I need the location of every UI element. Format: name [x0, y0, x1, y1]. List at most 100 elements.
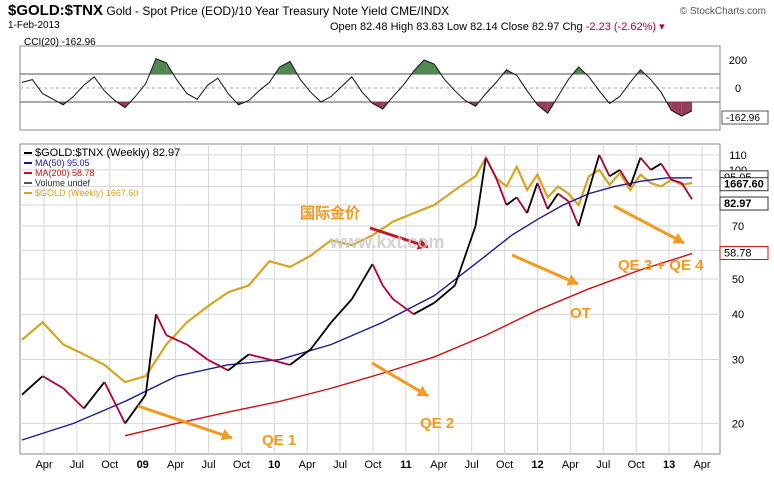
price-tag-2: 82.97 — [724, 198, 752, 210]
price-panel: 1101009080706050403020 AprJulOct09AprJul… — [19, 143, 769, 471]
price-segment-5 — [124, 394, 147, 424]
price-x-tick-11: 11 — [400, 459, 412, 471]
price-x-tick-0: Apr — [35, 459, 52, 471]
price-x-tick-8: Apr — [299, 459, 316, 471]
price-segment-30 — [536, 182, 549, 210]
price-segment-16 — [330, 298, 353, 323]
cci-neg-fill-64 — [681, 102, 692, 116]
price-segment-36 — [598, 154, 611, 177]
cci-grid — [20, 73, 720, 103]
ma200-line — [124, 252, 693, 437]
price-x-tick-20: Apr — [693, 459, 710, 471]
price-tag-1: 1667.60 — [724, 179, 764, 191]
price-x-tick-4: Apr — [167, 459, 184, 471]
price-tag-box-3 — [719, 246, 769, 261]
symbol-description: Gold - Spot Price (EOD)/10 Year Treasury… — [106, 4, 388, 18]
annotation-qe1-arrow-shaft — [137, 404, 233, 440]
price-x-tick-1: Jul — [70, 459, 84, 471]
price-x-tick-10: Oct — [364, 459, 381, 471]
symbol-title: $GOLD:$TNX — [8, 2, 104, 19]
annotation-ot: OT — [570, 305, 591, 322]
cci-legend: CCI(20) -162.96 — [24, 37, 96, 48]
source-credit: © StockCharts.com — [679, 6, 766, 17]
price-segment-34 — [577, 189, 590, 227]
annotation-gold-arrow-shaft — [369, 226, 429, 249]
legend-entry-4: $GOLD (Weekly) 1667.60 — [35, 188, 138, 198]
cci-line — [21, 57, 693, 117]
close-value: 82.97 — [531, 21, 560, 33]
down-triangle-icon: ▾ — [659, 21, 665, 33]
price-segment-27 — [505, 196, 518, 206]
price-segment-6 — [144, 314, 157, 395]
price-segment-14 — [289, 348, 312, 366]
price-x-tick-14: Oct — [496, 459, 513, 471]
legend-entry-1: MA(50) 95.05 — [35, 158, 90, 168]
price-marks — [21, 154, 693, 441]
low-value: 82.14 — [470, 21, 498, 33]
price-x-tick-17: Jul — [596, 459, 610, 471]
price-segment-25 — [485, 157, 497, 179]
price-x-ticks: Apr Jul Oct 09 Apr Jul Oct 10 Apr Jul Oct 11 Apr Jul O… — [35, 459, 710, 471]
price-tag-3: 58.78 — [724, 248, 752, 260]
price-segment-32 — [557, 192, 569, 202]
ohlc-readout: Open 82.48 High 83.83 Low 82.14 Close 82… — [330, 20, 665, 33]
price-y-tick-8: 30 — [732, 355, 744, 367]
price-segment-21 — [413, 302, 435, 315]
price-segment-0 — [21, 375, 44, 396]
chart-date: 1-Feb-2013 — [8, 20, 60, 31]
annotation-qe2-arrow-shaft — [371, 361, 429, 398]
close-label: Close — [500, 21, 529, 33]
price-segment-17 — [351, 263, 374, 300]
annotation-qe2-arrow-head — [416, 385, 428, 397]
price-segment-1 — [42, 375, 64, 390]
price-segment-35 — [588, 154, 601, 191]
annotation-ot-arrow-head — [566, 274, 578, 286]
price-y-tick-9: 20 — [732, 418, 744, 430]
annotation-qe34-arrow-head — [672, 233, 684, 244]
price-segment-19 — [382, 284, 394, 300]
cci-y-tick-0: 200 — [729, 55, 747, 67]
price-tag-box-2 — [719, 196, 769, 211]
price-segment-10 — [207, 358, 229, 372]
annotation-qe1: QE 1 — [262, 432, 296, 449]
price-segment-41 — [650, 162, 662, 171]
price-x-tick-7: 10 — [268, 459, 280, 471]
price-y-tick-6: 50 — [732, 274, 744, 286]
price-segment-43 — [671, 178, 682, 184]
annotation-gold-price: 国际金价 — [300, 204, 361, 222]
cci-current-tag: -162.96 — [721, 110, 769, 125]
legend-entry-2: MA(200) 58.78 — [35, 168, 95, 178]
low-label: Low — [446, 21, 468, 33]
price-segment-24 — [474, 157, 487, 227]
chart-header: $GOLD:$TNX Gold - Spot Price (EOD)/10 Ye… — [8, 2, 449, 19]
annotations: 国际金价 QE 1 QE 2 OT QE 3 + QE 4 — [137, 204, 704, 449]
price-segment-7 — [155, 313, 168, 336]
price-segment-22 — [433, 284, 456, 304]
price-x-tick-12: Apr — [430, 459, 447, 471]
price-segment-42 — [660, 163, 673, 181]
chg-value: -2.23 (-2.62%) — [585, 21, 657, 33]
price-x-tick-5: Jul — [201, 459, 215, 471]
price-segment-28 — [516, 196, 528, 214]
price-segment-31 — [546, 193, 559, 210]
price-grid — [20, 144, 720, 454]
open-label: Open — [330, 21, 357, 33]
price-x-tick-19: 13 — [663, 459, 675, 471]
price-x-tick-13: Jul — [465, 459, 479, 471]
price-x-tick-9: Jul — [333, 459, 347, 471]
annotation-gold-arrow-head — [416, 238, 428, 250]
cci-pos-fill-25 — [279, 61, 290, 74]
high-label: High — [390, 21, 414, 33]
price-segment-8 — [165, 334, 188, 346]
price-y-tick-4: 70 — [732, 221, 744, 233]
watermark: www.kxt.com — [329, 232, 444, 252]
gold-line — [21, 155, 693, 384]
price-segment-44 — [680, 182, 693, 200]
price-x-tick-6: Oct — [233, 459, 250, 471]
price-x-tick-18: Oct — [628, 459, 645, 471]
price-segment-11 — [227, 353, 250, 372]
price-y-ticks: 1101009080706050403020 — [729, 150, 747, 431]
cci-y-tick-1: 0 — [735, 83, 741, 95]
